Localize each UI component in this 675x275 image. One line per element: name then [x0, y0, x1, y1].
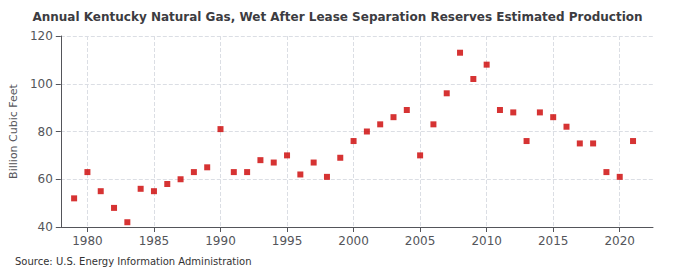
- svg-text:40: 40: [38, 220, 53, 234]
- svg-text:Billion Cubic Feet: Billion Cubic Feet: [7, 83, 20, 178]
- svg-text:100: 100: [30, 77, 53, 91]
- svg-text:120: 120: [30, 29, 53, 43]
- svg-text:1980: 1980: [72, 234, 103, 248]
- svg-text:2000: 2000: [338, 234, 369, 248]
- svg-text:80: 80: [38, 125, 53, 139]
- svg-text:1990: 1990: [205, 234, 236, 248]
- svg-text:60: 60: [38, 172, 53, 186]
- svg-text:Source: U.S. Energy Informatio: Source: U.S. Energy Information Administ…: [15, 256, 252, 267]
- svg-text:Annual Kentucky Natural Gas, W: Annual Kentucky Natural Gas, Wet After L…: [32, 10, 642, 24]
- svg-text:2020: 2020: [604, 234, 635, 248]
- svg-text:2010: 2010: [471, 234, 502, 248]
- svg-text:2005: 2005: [405, 234, 436, 248]
- svg-text:2015: 2015: [538, 234, 569, 248]
- svg-text:1985: 1985: [139, 234, 170, 248]
- svg-text:1995: 1995: [272, 234, 303, 248]
